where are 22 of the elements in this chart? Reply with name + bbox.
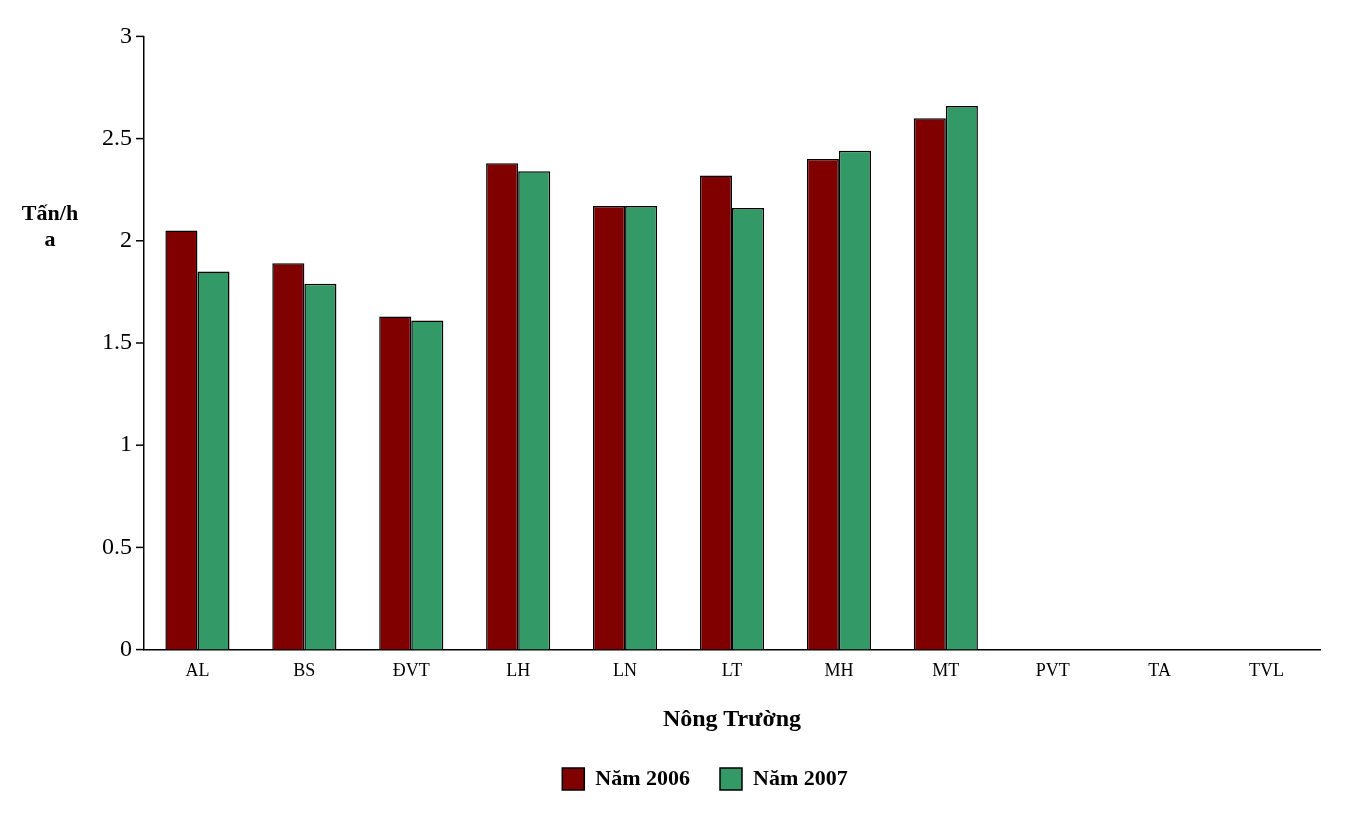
- x-tick-label: LH: [506, 660, 531, 681]
- x-tick-label: MT: [932, 660, 960, 681]
- x-tick-label: LT: [721, 660, 743, 681]
- x-tick-label: BS: [293, 660, 316, 681]
- x-tick-label: LN: [613, 660, 638, 681]
- x-tick-label: MH: [824, 660, 854, 681]
- x-tick-label: TVL: [1249, 660, 1285, 681]
- y-tick-label: 1.5: [102, 328, 132, 355]
- y-tick-label: 0.5: [102, 532, 132, 559]
- y-axis-title: Tấn/ha: [20, 200, 80, 252]
- y-tick-label: 3: [120, 21, 132, 48]
- x-tick-label: AL: [185, 660, 210, 681]
- y-tick-label: 1: [120, 430, 132, 457]
- x-tick-label: PVT: [1035, 660, 1070, 681]
- y-tick-label: 2: [120, 226, 132, 253]
- legend-label: Năm 2006: [595, 764, 690, 790]
- y-tick-label: 0: [120, 634, 132, 661]
- x-axis-title: Nông Trường: [662, 704, 802, 731]
- y-tick-label: 2.5: [102, 123, 132, 150]
- x-tick-label: ĐVT: [392, 660, 430, 681]
- x-tick-label: TA: [1148, 660, 1171, 681]
- legend-label: Năm 2007: [753, 764, 848, 790]
